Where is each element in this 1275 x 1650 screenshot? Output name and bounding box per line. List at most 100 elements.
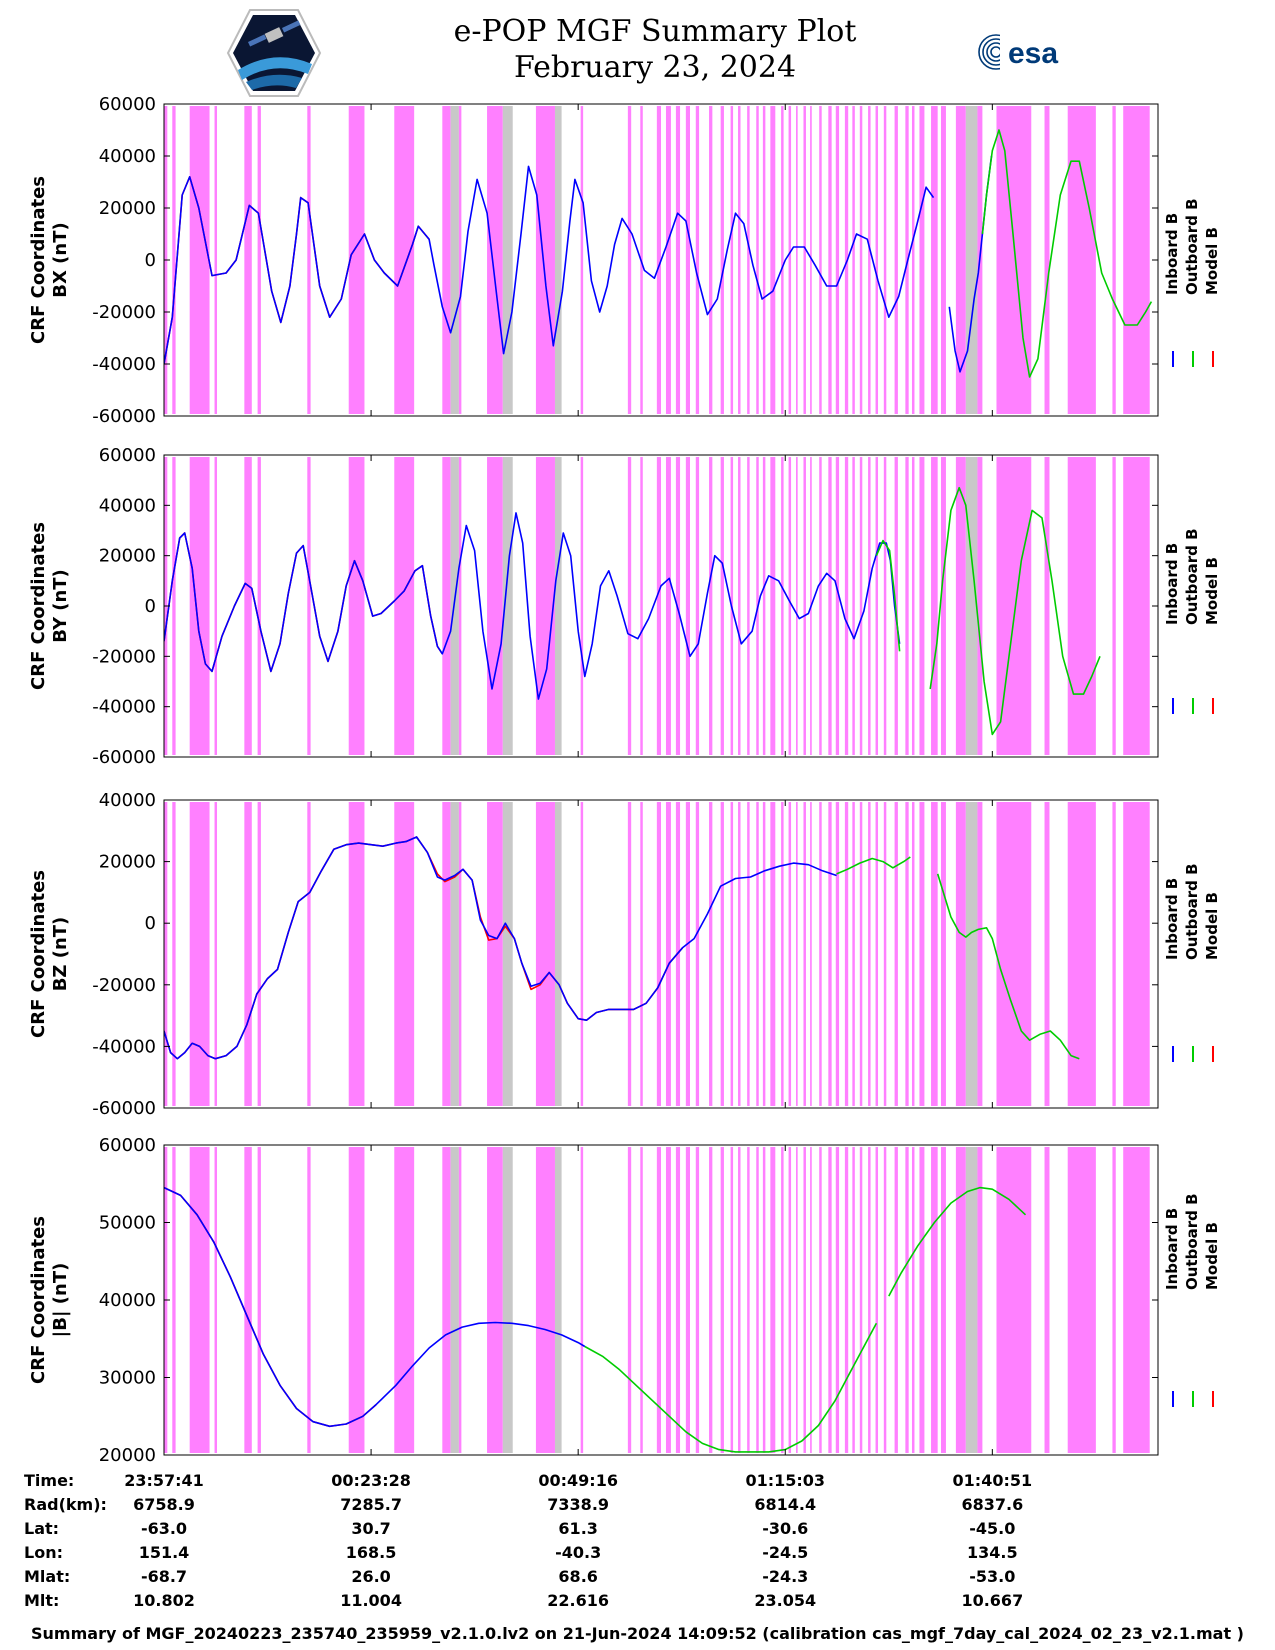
eclipse-band [940,106,946,414]
panel-2: 60000 40000 20000 0 -20000 -40000 -60000 CRF Co… [28,445,1221,768]
y-tick-label: -60000 [92,1098,156,1119]
eclipse-band [675,457,681,755]
eclipse-band [627,457,632,755]
panel-series [164,129,1153,378]
eclipse-band [487,106,503,414]
plot-title: e-POP MGF Summary Plot February 23, 2024 [0,14,1275,86]
eclipse-band [810,802,812,1106]
eclipse-band [803,802,806,1106]
plot-title-line1: e-POP MGF Summary Plot [453,14,857,49]
legend-label: Outboard B [1183,1193,1201,1290]
y-axis-label-line1: CRF Coordinates [28,1216,49,1384]
eclipse-band [487,1147,503,1453]
eclipse-band [1112,802,1116,1106]
eclipse-band [796,106,798,414]
info-row-label: Rad(km): [24,1495,107,1514]
eclipse-band [828,457,832,755]
y-axis-label-line1: CRF Coordinates [28,176,49,344]
eclipse-band [257,106,261,414]
eclipse-band [665,106,671,414]
data-gap-band [502,1147,513,1453]
eclipse-band [883,106,887,414]
eclipse-band [762,802,766,1106]
info-cell: 7285.7 [340,1495,402,1514]
eclipse-band [535,106,555,414]
eclipse-band [695,802,700,1106]
eclipse-band [535,457,555,755]
eclipse-band [955,802,966,1106]
eclipse-band [738,106,741,414]
eclipse-band [720,802,724,1106]
eclipse-band [905,802,909,1106]
data-gap-band [554,457,562,755]
eclipse-band [348,802,365,1106]
eclipse-band [1067,106,1096,414]
eclipse-band [172,1147,176,1453]
eclipse-band [656,106,661,414]
y-tick-label: -60000 [92,747,156,768]
eclipse-band [535,802,555,1106]
data-gap-band [965,106,978,414]
y-tick-label: 0 [145,913,156,934]
eclipse-band [828,106,832,414]
y-axis-label-line1: CRF Coordinates [28,870,49,1038]
info-cell: 151.4 [139,1543,190,1562]
eclipse-band [685,106,690,414]
eclipse-band [810,106,812,414]
eclipse-band [770,802,776,1106]
eclipse-band [803,106,806,414]
info-table: Time: Rad(km): Lat: Lon: Mlat: Mlt: 23:57:41 67… [24,1471,1032,1610]
eclipse-band [852,106,855,414]
eclipse-band [656,1147,661,1453]
data-gap-band [965,1147,978,1453]
eclipse-band [905,457,909,755]
eclipse-band [695,457,700,755]
eclipse-band [868,106,871,414]
eclipse-band [709,106,713,414]
eclipse-band [931,106,938,414]
eclipse-band [756,106,759,414]
eclipse-band [781,1147,784,1453]
info-row-label: Mlt: [24,1591,59,1610]
eclipse-band [580,802,584,1106]
data-gap-band [450,1147,459,1453]
eclipse-band [244,1147,252,1453]
panel-bands [164,457,1150,755]
eclipse-band [214,802,218,1106]
data-gap-band [502,457,513,755]
y-tick-label: -40000 [92,1036,156,1057]
eclipse-band [835,1147,840,1453]
panel-bands [164,1147,1150,1453]
eclipse-band [894,802,898,1106]
eclipse-band [257,802,261,1106]
eclipse-band [977,457,983,755]
eclipse-band [189,1147,210,1453]
legend-label: Model B [1203,227,1221,295]
eclipse-band [1067,802,1096,1106]
data-gap-band [450,802,459,1106]
eclipse-band [394,457,415,755]
eclipse-band [1123,457,1150,755]
y-tick-label: 40000 [99,495,156,516]
y-axis-label: CRF CoordinatesBY (nT) [28,522,71,690]
eclipse-band [458,457,462,755]
eclipse-band [819,106,822,414]
series-line-model-b [164,836,684,1060]
eclipse-band [580,457,584,755]
eclipse-band [875,457,879,755]
panel-series [164,836,1080,1060]
info-cell: 68.6 [558,1567,597,1586]
panel-series [164,1186,1027,1453]
info-cell: 10.667 [961,1591,1023,1610]
y-tick-label: -20000 [92,975,156,996]
eclipse-band [627,106,632,414]
eclipse-band [819,802,822,1106]
eclipse-band [883,802,887,1106]
eclipse-band [164,802,168,1106]
data-gap-band [554,802,562,1106]
series-line-outboard-b [929,486,1101,736]
info-cell: 7338.9 [547,1495,609,1514]
eclipse-band [394,1147,415,1453]
eclipse-band [955,106,966,414]
